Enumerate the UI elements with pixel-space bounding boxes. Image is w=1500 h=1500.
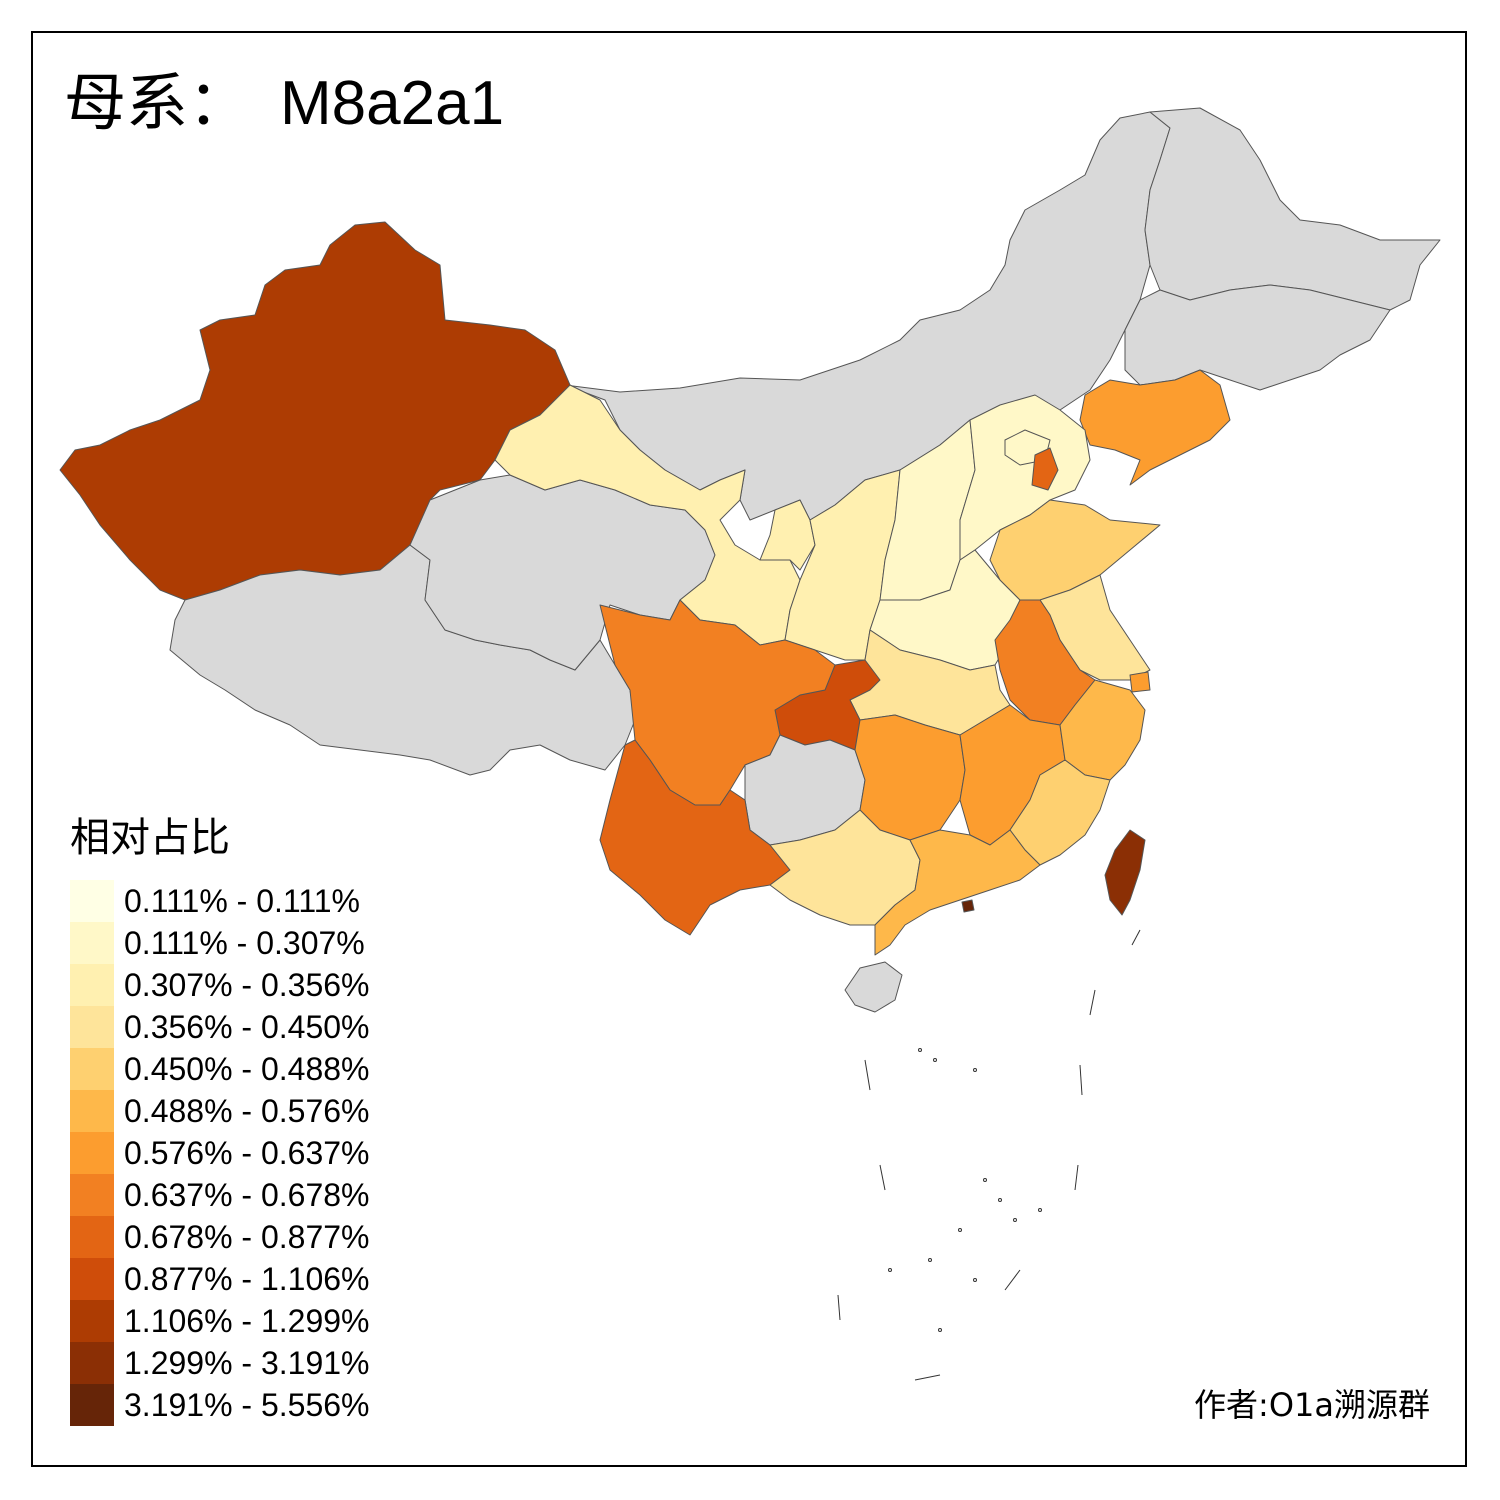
legend-item: 0.356% - 0.450%	[70, 1006, 370, 1048]
legend-item: 0.450% - 0.488%	[70, 1048, 370, 1090]
region-jilin	[1124, 284, 1391, 391]
region-hongkong	[961, 899, 975, 913]
legend-label: 0.356% - 0.450%	[124, 1008, 370, 1045]
legend-swatch	[70, 1258, 114, 1300]
legend-item: 0.488% - 0.576%	[70, 1090, 370, 1132]
legend-label: 0.111% - 0.307%	[124, 924, 365, 961]
legend-label: 0.637% - 0.678%	[124, 1176, 370, 1213]
region-guangdong	[874, 829, 1041, 956]
legend-label: 0.576% - 0.637%	[124, 1134, 370, 1171]
legend-label: 3.191% - 5.556%	[124, 1386, 370, 1423]
legend-swatch	[70, 1384, 114, 1426]
legend-item: 1.299% - 3.191%	[70, 1342, 370, 1384]
legend-item: 0.111% - 0.111%	[70, 880, 370, 922]
region-heilongjiang	[1144, 107, 1441, 311]
south-sea-islands	[837, 929, 1141, 1381]
legend-swatch	[70, 922, 114, 964]
legend-label: 0.678% - 0.877%	[124, 1218, 370, 1255]
legend-swatch	[70, 964, 114, 1006]
author-credit: 作者:O1a溯源群	[1194, 1386, 1430, 1424]
legend-label: 1.106% - 1.299%	[124, 1302, 370, 1339]
legend-item: 0.576% - 0.637%	[70, 1132, 370, 1174]
title-label: 母系：	[64, 66, 251, 139]
legend-label: 0.450% - 0.488%	[124, 1050, 370, 1087]
legend-swatch	[70, 1216, 114, 1258]
legend-swatch	[70, 1006, 114, 1048]
legend-item: 0.307% - 0.356%	[70, 964, 370, 1006]
legend-swatch	[70, 1132, 114, 1174]
legend-item: 0.678% - 0.877%	[70, 1216, 370, 1258]
legend-label: 0.488% - 0.576%	[124, 1092, 370, 1129]
legend-swatch	[70, 880, 114, 922]
title-haplogroup: M8a2a1	[280, 69, 505, 138]
legend-rows: 0.111% - 0.111% 0.111% - 0.307% 0.307% - 0…	[70, 880, 370, 1426]
legend: 相对占比 0.111% - 0.111% 0.111% - 0.307% 0.307…	[70, 818, 370, 1426]
legend-swatch	[70, 1300, 114, 1342]
region-ningxia	[759, 499, 816, 571]
legend-item: 0.111% - 0.307%	[70, 922, 370, 964]
region-taiwan	[1104, 829, 1146, 916]
map-title: 母系： M8a2a1	[64, 72, 504, 135]
region-liaoning	[1079, 369, 1231, 486]
legend-title: 相对占比	[70, 815, 230, 861]
legend-label: 0.111% - 0.111%	[124, 882, 360, 919]
legend-swatch	[70, 1048, 114, 1090]
legend-item: 3.191% - 5.556%	[70, 1384, 370, 1426]
region-shandong	[989, 499, 1161, 601]
legend-swatch	[70, 1342, 114, 1384]
legend-swatch	[70, 1090, 114, 1132]
region-tianjin	[1031, 447, 1059, 491]
legend-item: 0.637% - 0.678%	[70, 1174, 370, 1216]
legend-label: 1.299% - 3.191%	[124, 1344, 370, 1381]
region-hainan	[844, 961, 903, 1013]
legend-swatch	[70, 1174, 114, 1216]
region-shanghai	[1129, 671, 1151, 693]
legend-item: 0.877% - 1.106%	[70, 1258, 370, 1300]
legend-item: 1.106% - 1.299%	[70, 1300, 370, 1342]
map-frame	[31, 31, 1467, 1467]
legend-label: 0.307% - 0.356%	[124, 966, 370, 1003]
legend-label: 0.877% - 1.106%	[124, 1260, 370, 1297]
